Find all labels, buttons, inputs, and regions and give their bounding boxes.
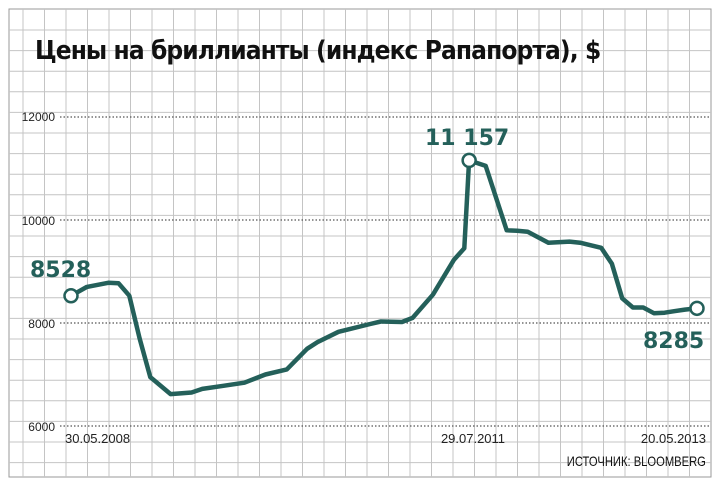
series-line-rapaport-index [68, 158, 700, 397]
source-note: ИСТОЧНИК: BLOOMBERG [566, 453, 706, 469]
y-axis: 12000 10000 8000 6000 [22, 110, 56, 434]
x-axis: 30.05.2008 29.07.2011 20.05.2013 [65, 431, 706, 446]
annotation-start-value: 8528 [30, 258, 91, 283]
chart-grid [8, 8, 712, 478]
x-tick-label-end: 20.05.2013 [641, 431, 706, 446]
chart-title: Цены на бриллианты (индекс Рапапорта), $ [35, 36, 601, 66]
y-tick-label-8000: 8000 [28, 317, 55, 331]
plot-area [63, 152, 705, 397]
chart-border [8, 8, 712, 478]
y-tick-label-10000: 10000 [22, 214, 56, 228]
y-tick-label-6000: 6000 [28, 420, 55, 434]
marker-end-point [689, 300, 705, 317]
annotation-end-value: 8285 [643, 329, 704, 354]
annotation-peak-value: 11 157 [425, 126, 509, 151]
annotations: 8528 11 157 8285 [30, 126, 704, 354]
marker-peak-point [461, 152, 477, 169]
x-tick-label-start: 30.05.2008 [65, 431, 130, 446]
y-tick-label-12000: 12000 [22, 110, 56, 124]
marker-start-point [63, 288, 79, 304]
x-tick-label-peak: 29.07.2011 [441, 431, 505, 446]
